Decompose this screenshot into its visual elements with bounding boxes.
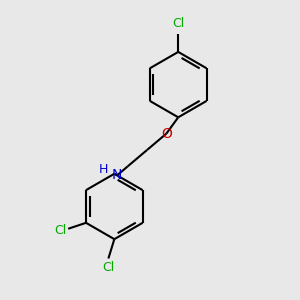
Text: Cl: Cl <box>172 16 184 30</box>
Text: O: O <box>161 127 172 141</box>
Text: N: N <box>112 168 122 182</box>
Text: Cl: Cl <box>102 261 115 274</box>
Text: H: H <box>98 164 108 176</box>
Text: Cl: Cl <box>55 224 67 237</box>
